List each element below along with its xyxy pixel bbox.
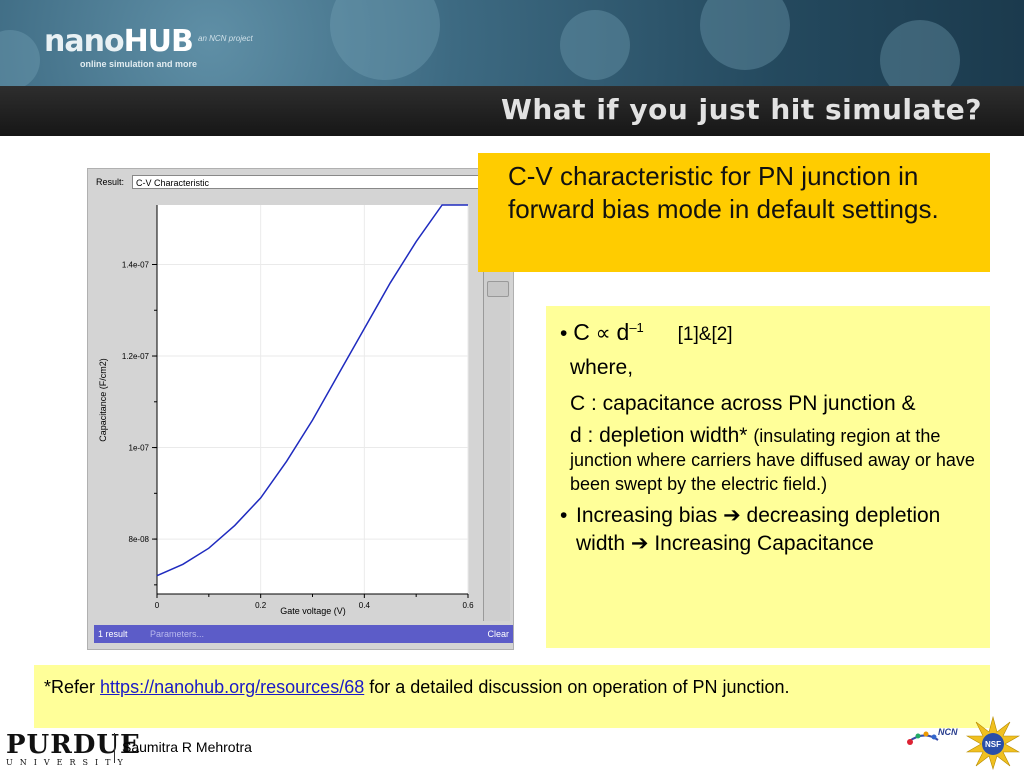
nanohub-logo[interactable]: nanoHUB [44,24,194,59]
result-select[interactable]: C-V Characteristic [132,175,479,189]
simulator-footer: 1 result Parameters... Clear [94,625,513,643]
d-definition-main: d : depletion width* [570,424,748,447]
plot-area [157,205,468,594]
logo-ncn-project: an NCN project [198,34,253,43]
slide-title: What if you just hit simulate? [500,93,982,126]
bullet-dot: • [560,322,568,345]
where-text: where, [570,356,634,379]
increasing-capacitance: Increasing Capacitance [654,532,874,555]
parameters-link[interactable]: Parameters... [150,629,205,639]
decreasing-depletion: decreasing depletion width [576,504,941,555]
plot-frame: 0 0.2 0.4 0.6 8e-08 1e-07 1.2e-07 1.4e-07 Gate … [92,195,483,621]
clear-button[interactable]: Clear [487,629,509,639]
x-tick-label: 0.6 [462,601,474,610]
bullet-dot: • [560,504,568,527]
reference-note: *Refer https://nanohub.org/resources/68 … [34,665,990,728]
virus-decoration [330,0,440,80]
purdue-university-text: UNIVERSITY [6,758,130,767]
reference-prefix: *Refer [44,677,96,697]
formula-line: • C ∝ d–1 [1]&[2] [560,314,976,348]
purdue-logo: PURDUE [6,730,141,760]
c-definition-text: C : capacitance across PN junction & [570,392,916,415]
author-name: Saumitra R Mehrotra [122,739,252,755]
x-axis-label: Gate voltage (V) [280,606,346,616]
cv-chart: 0 0.2 0.4 0.6 8e-08 1e-07 1.2e-07 1.4e-07 Gate … [98,204,474,616]
y-tick-label: 1.2e-07 [122,352,150,361]
formula-c: C [573,319,590,345]
arrow-icon: ➔ [723,504,741,527]
arrow-icon: ➔ [630,532,649,555]
virus-decoration [700,0,790,70]
formula-exponent: –1 [629,320,644,335]
cv-callout: C-V characteristic for PN junction in fo… [478,153,990,272]
virus-decoration [560,10,630,80]
reference-suffix: for a detailed discussion on operation o… [369,677,790,697]
ncn-logo-text: NCN [938,727,958,737]
y-tick-label: 1.4e-07 [122,260,150,269]
explanation-box: • C ∝ d–1 [1]&[2] where, C : capacitance… [546,306,990,648]
reference-link[interactable]: https://nanohub.org/resources/68 [100,677,365,697]
simulator-window: Result: C-V Characteristic 0 0.2 0.4 0.6 8e-… [87,168,514,650]
formula-d: d [616,319,630,345]
nsf-logo: NSF [966,716,1020,770]
header-banner: nanoHUB online simulation and more an NC… [0,0,1024,86]
callout-text: C-V characteristic for PN junction in fo… [508,161,939,224]
y-tick-label: 1e-07 [129,444,150,453]
x-tick-label: 0.2 [255,601,267,610]
x-tick-label: 0 [155,601,160,610]
y-tick-label: 8e-08 [129,535,150,544]
scroll-handle[interactable] [487,281,509,297]
proportional-symbol: ∝ [595,322,611,345]
logo-nano: nano [44,24,125,59]
footer-divider [114,733,115,763]
ncn-logo: NCN [907,727,958,745]
title-bar [0,86,1024,136]
x-tick-label: 0.4 [359,601,371,610]
formula-reference: [1]&[2] [677,324,733,345]
c-definition: C : capacitance across PN junction & [560,391,976,416]
logo-tagline: online simulation and more [80,59,198,69]
result-count: 1 result [98,629,128,639]
nsf-logo-text: NSF [985,740,1001,749]
d-definition-note: (insulating region at the junction where… [570,426,975,494]
result-label: Result: [96,177,125,187]
cv-series-line [156,204,468,577]
increasing-bullet: • Increasing bias ➔ decreasing depletion… [560,502,976,558]
logo-hub: HUB [123,24,194,59]
d-definition: d : depletion width* (insulating region … [560,424,976,496]
virus-decoration [0,30,40,86]
increasing-bias: Increasing bias [576,504,718,527]
virus-decoration [880,20,960,86]
where-line: where, [560,354,976,381]
y-axis-label: Capacitance (F/cm2) [98,358,108,442]
